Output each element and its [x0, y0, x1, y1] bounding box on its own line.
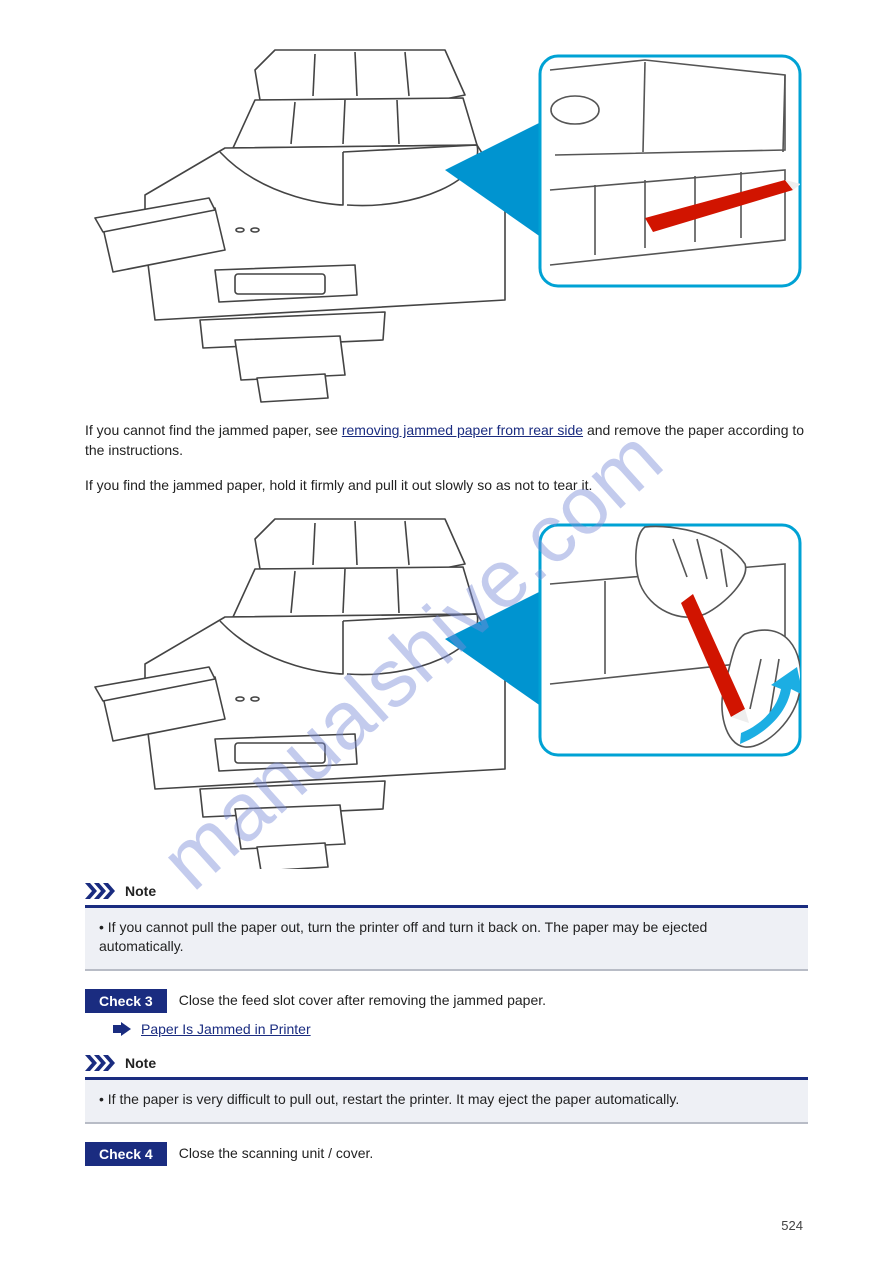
note2-body: • If the paper is very difficult to pull… — [85, 1080, 808, 1124]
diagram-top — [85, 40, 808, 410]
note-text: • If you cannot pull the paper out, turn… — [99, 918, 794, 957]
rear-side-link[interactable]: removing jammed paper from rear side — [342, 422, 583, 438]
check4-text: Close the scanning unit / cover. — [179, 1142, 374, 1161]
caption-hold-paper: If you find the jammed paper, hold it fi… — [85, 475, 808, 495]
check3-text: Close the feed slot cover after removing… — [179, 989, 546, 1008]
note2-header: Note — [85, 1051, 808, 1075]
note-chevrons-icon — [85, 883, 117, 899]
note-header: Note — [85, 879, 808, 903]
note-label: Note — [125, 883, 156, 899]
note2-label: Note — [125, 1055, 156, 1071]
note-body: • If you cannot pull the paper out, turn… — [85, 908, 808, 971]
intro-pre: If you cannot find the jammed paper, see — [85, 422, 342, 438]
note-chevrons-icon — [85, 1055, 117, 1071]
check4-badge: Check 4 — [85, 1142, 167, 1166]
note2-text: • If the paper is very difficult to pull… — [99, 1090, 794, 1110]
page-number: 524 — [781, 1218, 803, 1233]
arrow-right-icon — [113, 1022, 131, 1036]
intro-paragraph: If you cannot find the jammed paper, see… — [85, 420, 808, 461]
paper-jammed-link[interactable]: Paper Is Jammed in Printer — [141, 1021, 311, 1037]
diagram-bottom — [85, 509, 808, 869]
check3-badge: Check 3 — [85, 989, 167, 1013]
